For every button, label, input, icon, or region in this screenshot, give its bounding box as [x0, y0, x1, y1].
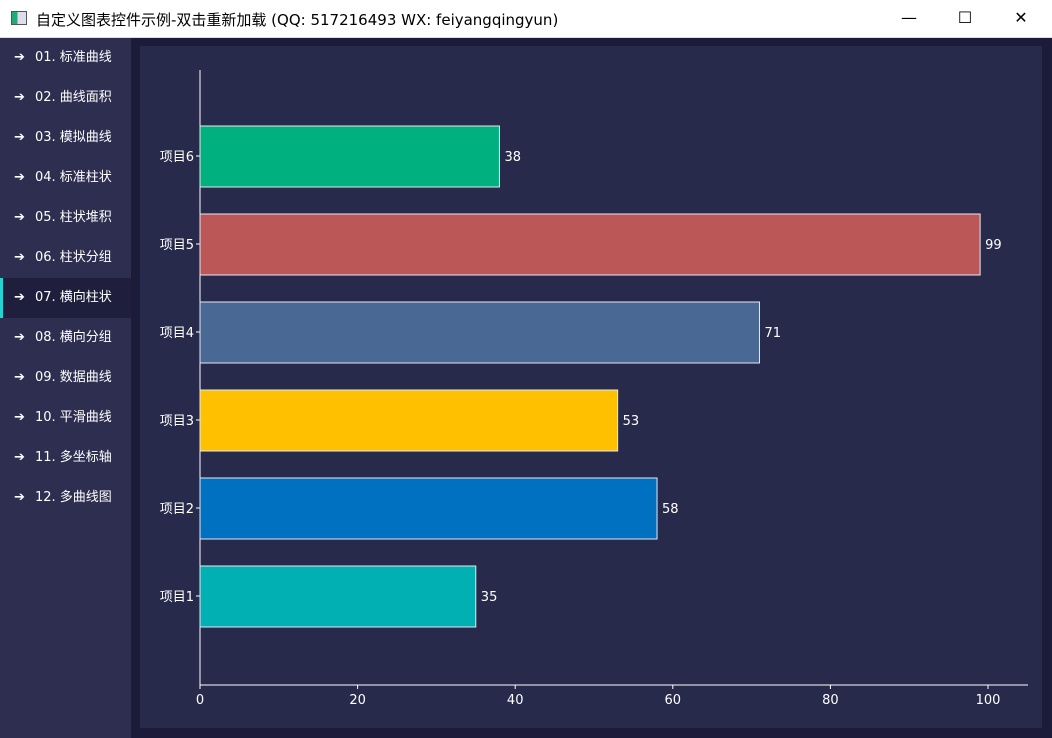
minimize-button[interactable]: —	[901, 8, 917, 27]
y-tick-label: 项目6	[160, 150, 194, 165]
maximize-button[interactable]: ☐	[957, 8, 973, 27]
arrow-right-icon: ➔	[14, 50, 25, 65]
arrow-right-icon: ➔	[14, 290, 25, 305]
sidebar-item-label: 12. 多曲线图	[35, 490, 112, 505]
data-label: 35	[481, 590, 498, 605]
sidebar-item-6[interactable]: ➔ 06. 柱状分组	[0, 238, 131, 278]
arrow-right-icon: ➔	[14, 370, 25, 385]
data-label: 58	[662, 502, 679, 517]
x-tick-label: 0	[196, 693, 204, 708]
arrow-right-icon: ➔	[14, 330, 25, 345]
sidebar-item-label: 11. 多坐标轴	[35, 450, 112, 465]
sidebar-item-7[interactable]: ➔ 07. 横向柱状	[0, 278, 131, 318]
y-tick-label: 项目4	[160, 326, 194, 341]
sidebar-item-label: 04. 标准柱状	[35, 170, 112, 185]
arrow-right-icon: ➔	[14, 450, 25, 465]
sidebar-item-label: 02. 曲线面积	[35, 90, 112, 105]
data-label: 53	[623, 414, 640, 429]
sidebar-item-label: 03. 模拟曲线	[35, 130, 112, 145]
x-tick-label: 60	[665, 693, 682, 708]
data-label: 99	[985, 238, 1002, 253]
bar-项目6[interactable]	[199, 125, 500, 188]
sidebar-item-label: 07. 横向柱状	[35, 290, 112, 305]
arrow-right-icon: ➔	[14, 130, 25, 145]
sidebar-item-11[interactable]: ➔ 11. 多坐标轴	[0, 438, 131, 478]
close-button[interactable]: ✕	[1014, 8, 1028, 27]
horizontal-bar-chart: 0 20 40 60 80 100 项目1 35 项目2 58 项目3 53 项目4 71 项目5 99 项目6…	[160, 70, 1028, 708]
app-icon	[11, 11, 27, 25]
arrow-right-icon: ➔	[14, 250, 25, 265]
sidebar-item-4[interactable]: ➔ 04. 标准柱状	[0, 158, 131, 198]
arrow-right-icon: ➔	[14, 490, 25, 505]
sidebar-item-2[interactable]: ➔ 02. 曲线面积	[0, 78, 131, 118]
bar-项目5[interactable]	[199, 213, 981, 276]
bar-项目2[interactable]	[199, 477, 658, 540]
sidebar-item-12[interactable]: ➔ 12. 多曲线图	[0, 478, 131, 518]
sidebar: ➔ 01. 标准曲线 ➔ 02. 曲线面积 ➔ 03. 模拟曲线 ➔ 04. 标准柱状 ➔ 05.…	[0, 38, 131, 738]
sidebar-item-label: 09. 数据曲线	[35, 370, 112, 385]
y-tick-label: 项目5	[160, 238, 194, 253]
chart-panel: 0 20 40 60 80 100 项目1 35 项目2 58 项目3 53 项目4 71 项目5 99 项目6…	[140, 46, 1042, 728]
window-title: 自定义图表控件示例-双击重新加载 (QQ: 517216493 WX: feiy…	[36, 11, 559, 29]
arrow-right-icon: ➔	[14, 90, 25, 105]
title-bar: 自定义图表控件示例-双击重新加载 (QQ: 517216493 WX: feiy…	[0, 0, 1052, 38]
sidebar-item-10[interactable]: ➔ 10. 平滑曲线	[0, 398, 131, 438]
sidebar-item-label: 05. 柱状堆积	[35, 210, 112, 225]
sidebar-item-5[interactable]: ➔ 05. 柱状堆积	[0, 198, 131, 238]
x-tick-label: 20	[349, 693, 366, 708]
sidebar-item-label: 06. 柱状分组	[35, 250, 112, 265]
arrow-right-icon: ➔	[14, 410, 25, 425]
x-tick-label: 40	[507, 693, 524, 708]
arrow-right-icon: ➔	[14, 210, 25, 225]
y-tick-label: 项目3	[160, 414, 194, 429]
sidebar-item-3[interactable]: ➔ 03. 模拟曲线	[0, 118, 131, 158]
data-label: 71	[764, 326, 781, 341]
y-tick-label: 项目2	[160, 502, 194, 517]
sidebar-item-9[interactable]: ➔ 09. 数据曲线	[0, 358, 131, 398]
bar-项目3[interactable]	[199, 389, 619, 452]
sidebar-item-label: 01. 标准曲线	[35, 50, 112, 65]
sidebar-item-8[interactable]: ➔ 08. 横向分组	[0, 318, 131, 358]
x-tick-label: 80	[822, 693, 839, 708]
y-tick-label: 项目1	[160, 590, 194, 605]
sidebar-item-label: 08. 横向分组	[35, 330, 112, 345]
arrow-right-icon: ➔	[14, 170, 25, 185]
sidebar-item-1[interactable]: ➔ 01. 标准曲线	[0, 38, 131, 78]
data-label: 38	[504, 150, 521, 165]
x-tick-label: 100	[976, 693, 1001, 708]
bar-项目1[interactable]	[199, 565, 477, 628]
sidebar-item-label: 10. 平滑曲线	[35, 410, 112, 425]
bar-项目4[interactable]	[199, 301, 760, 364]
